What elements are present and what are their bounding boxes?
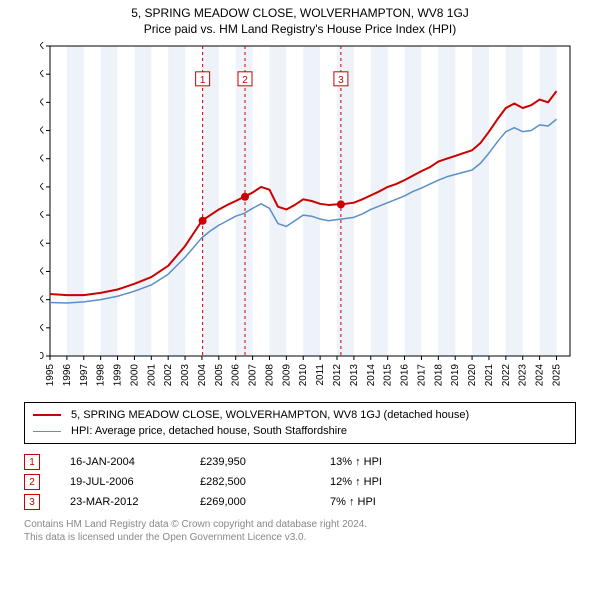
svg-text:2024: 2024: [535, 364, 546, 387]
chart-area: £0 £50K £100K £150K £200K £250K £300K £350K £400…: [40, 36, 600, 396]
svg-text:1: 1: [200, 75, 206, 86]
sale-price: £269,000: [200, 496, 330, 508]
sale-date: 23-MAR-2012: [70, 496, 200, 508]
legend-swatch: [33, 431, 61, 432]
legend-item: HPI: Average price, detached house, Sout…: [33, 423, 567, 439]
footer-line: This data is licensed under the Open Gov…: [24, 531, 576, 544]
svg-text:2008: 2008: [264, 364, 275, 387]
svg-text:2025: 2025: [551, 364, 562, 387]
sale-marker-badge: 3: [24, 494, 40, 510]
svg-text:2004: 2004: [197, 364, 208, 387]
svg-text:2005: 2005: [214, 364, 225, 387]
svg-text:2006: 2006: [231, 364, 242, 387]
svg-text:2000: 2000: [129, 364, 140, 387]
sale-delta: 13% ↑ HPI: [330, 456, 450, 468]
sale-marker-badge: 1: [24, 454, 40, 470]
svg-text:2: 2: [242, 75, 248, 86]
svg-text:2016: 2016: [400, 364, 411, 387]
footer-line: Contains HM Land Registry data © Crown c…: [24, 518, 576, 531]
chart-titles: 5, SPRING MEADOW CLOSE, WOLVERHAMPTON, W…: [0, 0, 600, 36]
svg-text:2002: 2002: [163, 364, 174, 387]
svg-text:£400K: £400K: [40, 126, 44, 137]
table-row: 3 23-MAR-2012 £269,000 7% ↑ HPI: [24, 492, 576, 512]
sale-date: 16-JAN-2004: [70, 456, 200, 468]
table-row: 1 16-JAN-2004 £239,950 13% ↑ HPI: [24, 452, 576, 472]
svg-text:2011: 2011: [315, 364, 326, 386]
table-row: 2 19-JUL-2006 £282,500 12% ↑ HPI: [24, 472, 576, 492]
svg-text:£0: £0: [40, 351, 44, 362]
svg-text:2001: 2001: [146, 364, 157, 387]
svg-text:£150K: £150K: [40, 266, 44, 277]
svg-text:2012: 2012: [332, 364, 343, 387]
legend: 5, SPRING MEADOW CLOSE, WOLVERHAMPTON, W…: [24, 402, 576, 444]
chart-svg: £0 £50K £100K £150K £200K £250K £300K £350K £400…: [40, 36, 600, 396]
legend-swatch: [33, 414, 61, 416]
svg-text:2003: 2003: [180, 364, 191, 387]
svg-text:£300K: £300K: [40, 182, 44, 193]
sale-price: £282,500: [200, 476, 330, 488]
svg-text:1996: 1996: [62, 364, 73, 387]
svg-text:£550K: £550K: [40, 41, 44, 52]
svg-text:2019: 2019: [450, 364, 461, 387]
sales-table: 1 16-JAN-2004 £239,950 13% ↑ HPI 2 19-JU…: [24, 452, 576, 512]
svg-text:2007: 2007: [248, 364, 259, 387]
svg-text:£50K: £50K: [40, 323, 44, 334]
svg-text:£500K: £500K: [40, 69, 44, 80]
chart-title-main: 5, SPRING MEADOW CLOSE, WOLVERHAMPTON, W…: [0, 6, 600, 20]
legend-item: 5, SPRING MEADOW CLOSE, WOLVERHAMPTON, W…: [33, 407, 567, 423]
svg-text:£350K: £350K: [40, 154, 44, 165]
legend-label: HPI: Average price, detached house, Sout…: [71, 425, 347, 437]
sale-date: 19-JUL-2006: [70, 476, 200, 488]
legend-label: 5, SPRING MEADOW CLOSE, WOLVERHAMPTON, W…: [71, 409, 469, 421]
svg-text:1998: 1998: [96, 364, 107, 387]
svg-text:2022: 2022: [501, 364, 512, 387]
svg-text:£450K: £450K: [40, 97, 44, 108]
svg-text:2018: 2018: [433, 364, 444, 387]
svg-text:£100K: £100K: [40, 295, 44, 306]
svg-text:2010: 2010: [298, 364, 309, 387]
svg-text:2015: 2015: [383, 364, 394, 387]
svg-text:2020: 2020: [467, 364, 478, 387]
svg-text:1999: 1999: [113, 364, 124, 387]
svg-text:2013: 2013: [349, 364, 360, 387]
chart-title-sub: Price paid vs. HM Land Registry's House …: [0, 22, 600, 36]
sale-delta: 7% ↑ HPI: [330, 496, 450, 508]
svg-text:2009: 2009: [281, 364, 292, 387]
svg-text:2023: 2023: [518, 364, 529, 387]
svg-text:2014: 2014: [366, 364, 377, 387]
sale-marker-badge: 2: [24, 474, 40, 490]
svg-text:£200K: £200K: [40, 238, 44, 249]
svg-text:£250K: £250K: [40, 210, 44, 221]
svg-text:1997: 1997: [79, 364, 90, 387]
svg-text:3: 3: [338, 75, 344, 86]
svg-text:2021: 2021: [484, 364, 495, 387]
svg-text:2017: 2017: [416, 364, 427, 387]
sale-price: £239,950: [200, 456, 330, 468]
svg-text:1995: 1995: [45, 364, 56, 387]
sale-delta: 12% ↑ HPI: [330, 476, 450, 488]
footer-attribution: Contains HM Land Registry data © Crown c…: [24, 518, 576, 544]
